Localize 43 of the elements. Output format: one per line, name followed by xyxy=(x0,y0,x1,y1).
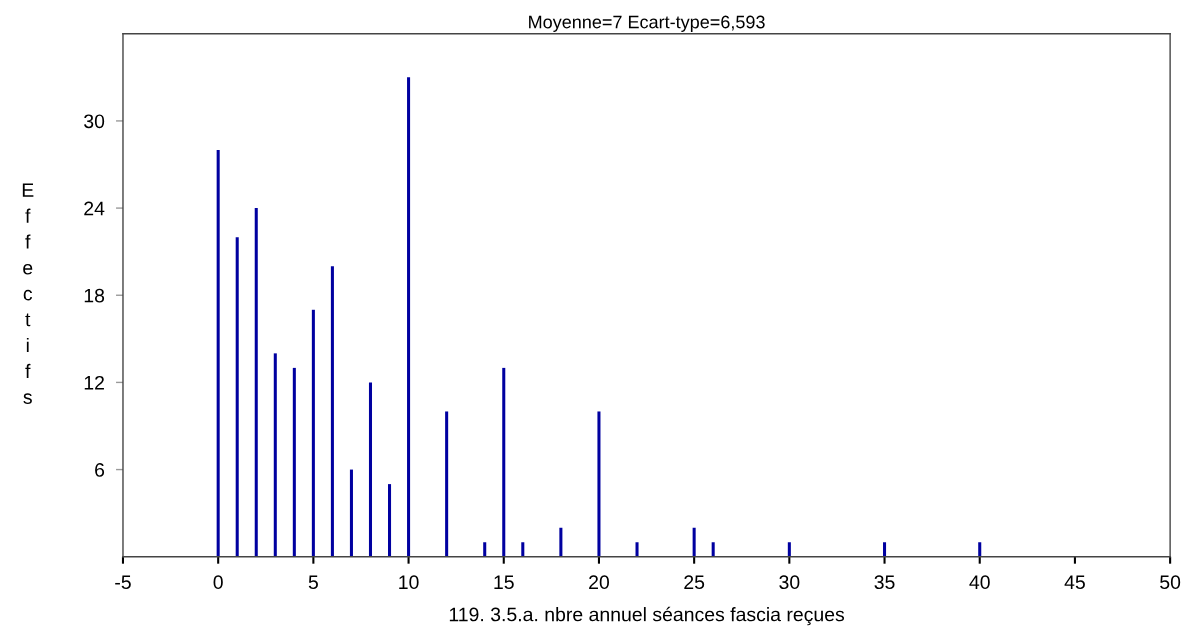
bar xyxy=(483,542,487,557)
x-tick-label: 5 xyxy=(308,575,318,590)
x-tick-label: 10 xyxy=(399,575,419,590)
x-tick-label: 45 xyxy=(1064,575,1085,590)
bar xyxy=(368,382,373,557)
bar xyxy=(349,469,353,557)
y-tick-label: 12 xyxy=(84,375,104,390)
x-tick-label: 25 xyxy=(684,575,705,590)
bar xyxy=(883,542,887,557)
text: Effectifs xyxy=(22,183,34,404)
x-tick-label: 0 xyxy=(213,575,223,590)
bar xyxy=(311,309,315,557)
bar xyxy=(787,542,791,557)
bar xyxy=(388,484,392,557)
bar xyxy=(711,542,715,557)
bar xyxy=(502,367,506,557)
bar xyxy=(692,527,696,557)
bar xyxy=(330,266,334,557)
x-tick-label: 35 xyxy=(874,575,895,590)
bar xyxy=(216,149,220,557)
bar xyxy=(292,367,296,557)
x-tick-label: 15 xyxy=(494,575,514,590)
bar xyxy=(521,542,525,557)
y-tick-label: 30 xyxy=(84,114,105,129)
bar xyxy=(597,411,601,557)
bar xyxy=(635,542,639,557)
y-tick-label: 6 xyxy=(95,463,105,477)
x-tick-label: 30 xyxy=(779,575,800,590)
bar xyxy=(273,353,277,557)
x-tick-label: 40 xyxy=(969,575,990,590)
x-tick-label: 20 xyxy=(589,575,610,590)
bar xyxy=(559,527,563,557)
y-tick-label: 24 xyxy=(84,201,105,216)
bar xyxy=(445,411,449,557)
x-tick-label: 50 xyxy=(1160,575,1181,590)
bar xyxy=(978,542,982,557)
y-tick-label: 18 xyxy=(84,288,105,303)
x-tick-label: -5 xyxy=(115,575,131,590)
x-axis-title: 119. 3.5.a. nbre annuel séances fascia reçues xyxy=(449,606,845,626)
chart-title: Moyenne=7 Ecart-type=6,593 xyxy=(529,15,765,32)
bar xyxy=(407,77,411,557)
bar xyxy=(235,237,239,557)
bar xyxy=(254,208,258,557)
